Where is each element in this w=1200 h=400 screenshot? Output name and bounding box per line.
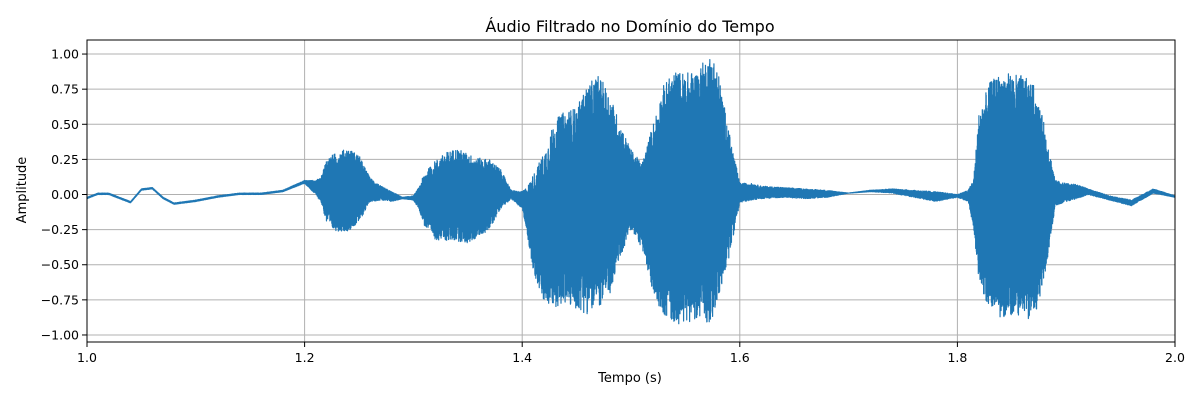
waveform-line <box>86 59 1176 325</box>
x-tick-label-5: 2.0 <box>1165 350 1185 365</box>
chart-title: Áudio Filtrado no Domínio do Tempo <box>485 17 774 36</box>
plot-frame <box>86 39 1176 343</box>
y-tick-label-5: 0.25 <box>51 152 79 167</box>
x-axis-label: Tempo (s) <box>597 371 662 386</box>
y-tick-label-1: −0.75 <box>41 292 79 307</box>
y-tick-label-6: 0.50 <box>51 117 79 132</box>
x-tick-label-2: 1.4 <box>512 350 532 365</box>
x-tick-label-1: 1.2 <box>295 350 315 365</box>
waveform-series <box>86 59 1176 325</box>
y-tick-label-2: −0.50 <box>41 257 79 272</box>
y-tick-label-0: −1.00 <box>41 327 79 342</box>
y-tick-label-4: 0.00 <box>51 187 79 202</box>
y-tick-label-3: −0.25 <box>41 222 79 237</box>
x-tick-label-4: 1.8 <box>947 350 967 365</box>
x-tick-label-0: 1.0 <box>77 350 97 365</box>
y-axis-ticks: −1.00 −0.75 −0.50 −0.25 0.00 0.25 0.50 0.75 1.00 <box>41 47 87 342</box>
x-tick-label-3: 1.6 <box>730 350 750 365</box>
x-axis-ticks: 1.0 1.2 1.4 1.6 1.8 2.0 <box>77 342 1185 365</box>
y-tick-label-7: 0.75 <box>51 82 79 97</box>
y-tick-label-8: 1.00 <box>51 47 79 62</box>
y-axis-label: Amplitude <box>15 157 30 224</box>
